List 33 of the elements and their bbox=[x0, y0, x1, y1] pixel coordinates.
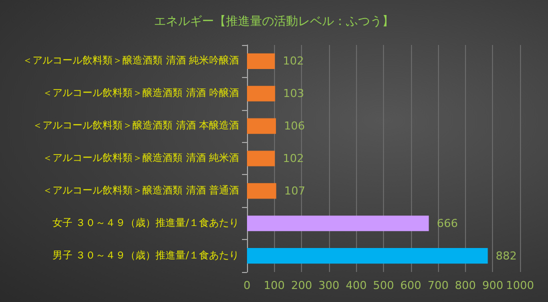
data-label: 666 bbox=[436, 216, 458, 230]
chart-title: エネルギー【推進量の活動レベル：ふつう】 bbox=[154, 14, 394, 28]
bar bbox=[247, 86, 276, 102]
x-tick-label: 300 bbox=[318, 279, 340, 292]
x-tick-label: 400 bbox=[346, 279, 367, 292]
bar bbox=[247, 118, 276, 134]
x-tick-label: 1000 bbox=[506, 279, 534, 292]
x-tick-label: 500 bbox=[373, 279, 394, 292]
data-label: 107 bbox=[284, 184, 306, 198]
x-tick-label: 100 bbox=[264, 279, 285, 292]
bar bbox=[247, 216, 429, 232]
x-tick-label: 0 bbox=[244, 279, 250, 292]
bar bbox=[247, 248, 488, 264]
data-label: 102 bbox=[282, 54, 304, 68]
y-tick-label: ＜アルコール飲料類＞醸造酒類 清酒 普通酒 bbox=[42, 184, 239, 196]
data-label: 882 bbox=[496, 249, 517, 262]
x-tick-label: 800 bbox=[454, 279, 476, 292]
x-tick-label: 900 bbox=[482, 279, 504, 292]
data-label: 103 bbox=[283, 87, 304, 100]
bar bbox=[247, 53, 275, 69]
y-tick-label: ＜アルコール飲料類＞醸造酒類 清酒 本醸造酒 bbox=[32, 120, 239, 132]
bar bbox=[247, 183, 276, 199]
y-tick-label: 男子 ３０～４９（歳）推進量/１食あたり bbox=[52, 249, 239, 262]
x-tick-label: 700 bbox=[428, 279, 449, 292]
y-tick-label: ＜アルコール飲料類＞醸造酒類 清酒 吟醸酒 bbox=[42, 87, 239, 100]
y-tick-label: ＜アルコール飲料類＞醸造酒類 清酒 純米吟醸酒 bbox=[22, 54, 239, 67]
y-tick-label: ＜アルコール飲料類＞醸造酒類 清酒 純米酒 bbox=[42, 152, 239, 164]
data-label: 102 bbox=[282, 152, 304, 165]
x-tick-label: 200 bbox=[291, 279, 312, 292]
bar bbox=[247, 150, 275, 166]
y-tick-label: 女子 ３０～４９（歳）推進量/１食あたり bbox=[52, 216, 239, 229]
data-label: 106 bbox=[284, 120, 305, 133]
x-tick-label: 600 bbox=[400, 279, 422, 292]
